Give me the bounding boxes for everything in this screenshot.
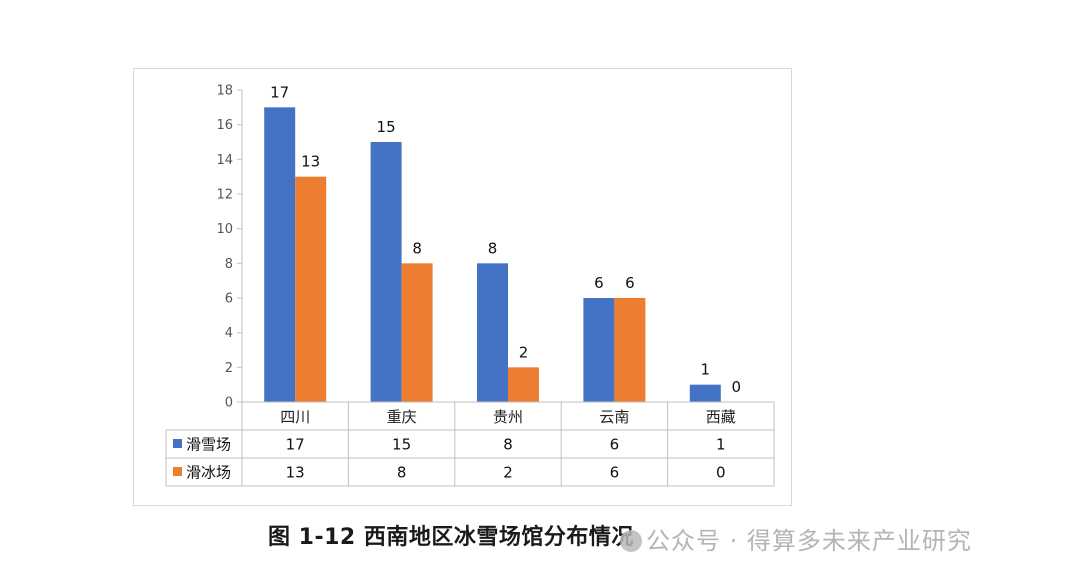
y-tick-label: 0 — [225, 396, 233, 411]
data-label: 15 — [377, 118, 396, 136]
data-label: 8 — [488, 239, 498, 257]
data-label: 2 — [519, 343, 529, 361]
table-cell: 6 — [610, 464, 620, 482]
watermark: 公众号 · 得算多未来产业研究 — [620, 521, 972, 556]
category-label: 西藏 — [706, 408, 736, 426]
y-tick-label: 4 — [225, 326, 233, 341]
y-tick-label: 14 — [216, 153, 233, 168]
y-tick-label: 6 — [225, 292, 233, 307]
category-label: 贵州 — [493, 408, 523, 426]
table-cell: 8 — [397, 464, 407, 482]
bar-ski-3 — [583, 298, 615, 402]
table-cell: 8 — [503, 436, 513, 454]
chart-frame: 0 2 4 6 8 10 12 14 16 18 17 13 15 8 8 2 6 6 1 0 四川 重庆 贵州 云南 西藏 滑雪… — [133, 68, 792, 506]
watermark-text: 公众号 · 得算多未来产业研究 — [646, 527, 972, 555]
figure-caption: 图 1-12 西南地区冰雪场馆分布情况 — [268, 525, 634, 550]
legend-swatch — [173, 467, 182, 476]
y-tick-label: 16 — [216, 118, 233, 133]
series-name: 滑雪场 — [186, 436, 231, 454]
y-tick-label: 8 — [225, 257, 233, 272]
bar-skate-0 — [295, 176, 327, 402]
table-cell: 15 — [392, 436, 411, 454]
table-cell: 1 — [716, 436, 726, 454]
series-name: 滑冰场 — [186, 464, 231, 482]
y-tick-label: 10 — [216, 222, 233, 237]
table-cell: 0 — [716, 464, 726, 482]
legend-swatch — [173, 439, 182, 448]
bar-ski-1 — [370, 142, 402, 402]
bar-skate-2 — [508, 367, 539, 402]
y-tick-label: 12 — [216, 188, 233, 203]
data-label: 0 — [732, 378, 742, 396]
table-cell: 2 — [503, 464, 513, 482]
table-cell: 17 — [286, 436, 305, 454]
category-label: 重庆 — [387, 408, 417, 426]
data-label: 8 — [412, 239, 422, 257]
data-label: 1 — [701, 361, 711, 379]
data-label: 17 — [270, 83, 289, 101]
data-label: 13 — [301, 153, 320, 171]
bar-ski-2 — [477, 263, 508, 402]
table-cell: 13 — [286, 464, 305, 482]
category-label: 四川 — [280, 408, 310, 426]
bar-ski-0 — [264, 107, 296, 403]
category-label: 云南 — [599, 408, 629, 426]
bar-skate-3 — [614, 298, 646, 402]
data-label: 6 — [594, 274, 604, 292]
table-cell: 6 — [610, 436, 620, 454]
y-tick-label: 2 — [225, 361, 233, 376]
bar-skate-1 — [401, 263, 433, 402]
wechat-icon — [620, 530, 642, 552]
y-tick-label: 18 — [216, 84, 233, 99]
bar-ski-4 — [689, 384, 721, 402]
data-label: 6 — [625, 274, 635, 292]
